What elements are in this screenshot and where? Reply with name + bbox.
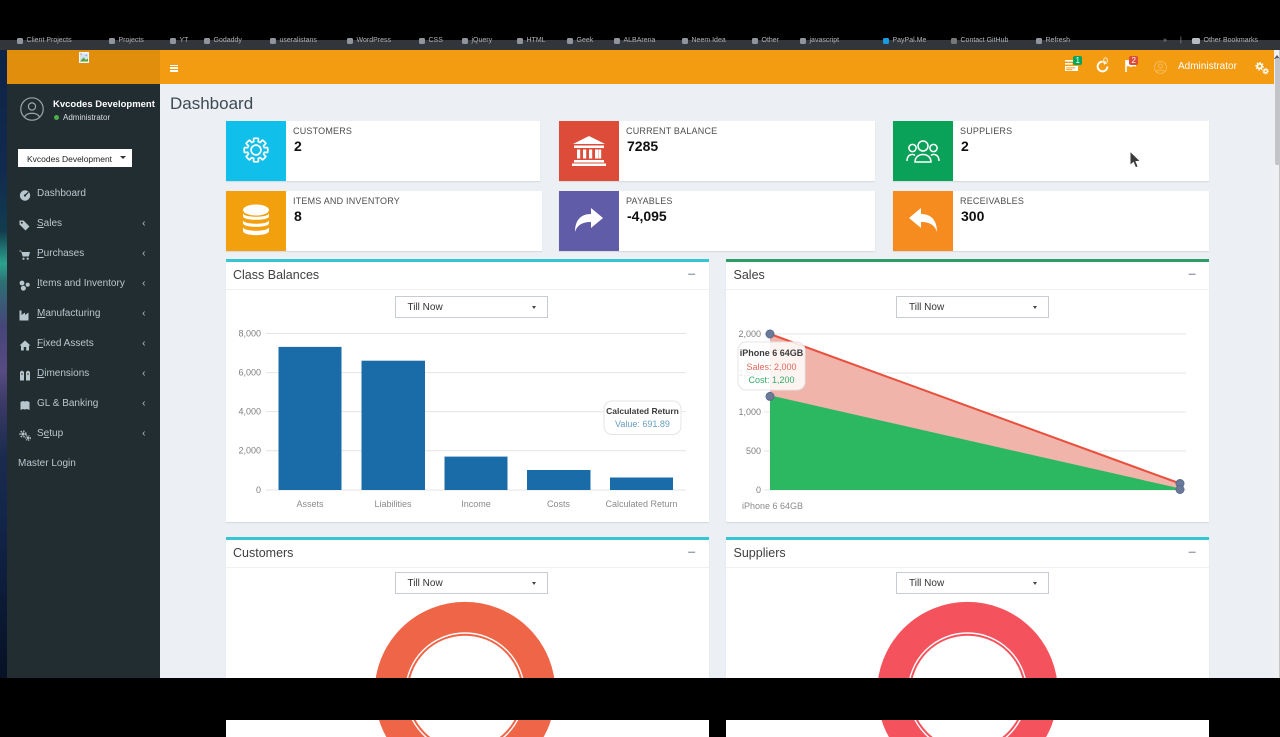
svg-text:1,000: 1,000 <box>738 407 761 417</box>
svg-text:Cost: 1,200: Cost: 1,200 <box>748 375 794 385</box>
svg-text:4,000: 4,000 <box>238 407 261 417</box>
svg-text:iPhone 6 64GB: iPhone 6 64GB <box>742 501 803 511</box>
svg-text:0: 0 <box>756 485 761 495</box>
svg-text:2,000: 2,000 <box>738 329 761 339</box>
svg-text:Assets: Assets <box>296 499 324 509</box>
svg-text:iPhone 6 64GB: iPhone 6 64GB <box>740 348 804 358</box>
svg-text:8,000: 8,000 <box>238 329 261 339</box>
svg-text:6,000: 6,000 <box>238 368 261 378</box>
svg-text:Income: Income <box>461 499 491 509</box>
svg-text:Calculated Return: Calculated Return <box>606 406 679 416</box>
svg-text:Value: 691.89: Value: 691.89 <box>615 419 670 429</box>
svg-text:500: 500 <box>746 446 761 456</box>
svg-text:Calculated Return: Calculated Return <box>605 499 677 509</box>
svg-text:Liabilities: Liabilities <box>374 499 412 509</box>
svg-text:0: 0 <box>255 485 260 495</box>
svg-text:2,000: 2,000 <box>238 446 261 456</box>
svg-text:Sales: 2,000: Sales: 2,000 <box>746 362 796 372</box>
svg-text:Costs: Costs <box>546 499 570 509</box>
